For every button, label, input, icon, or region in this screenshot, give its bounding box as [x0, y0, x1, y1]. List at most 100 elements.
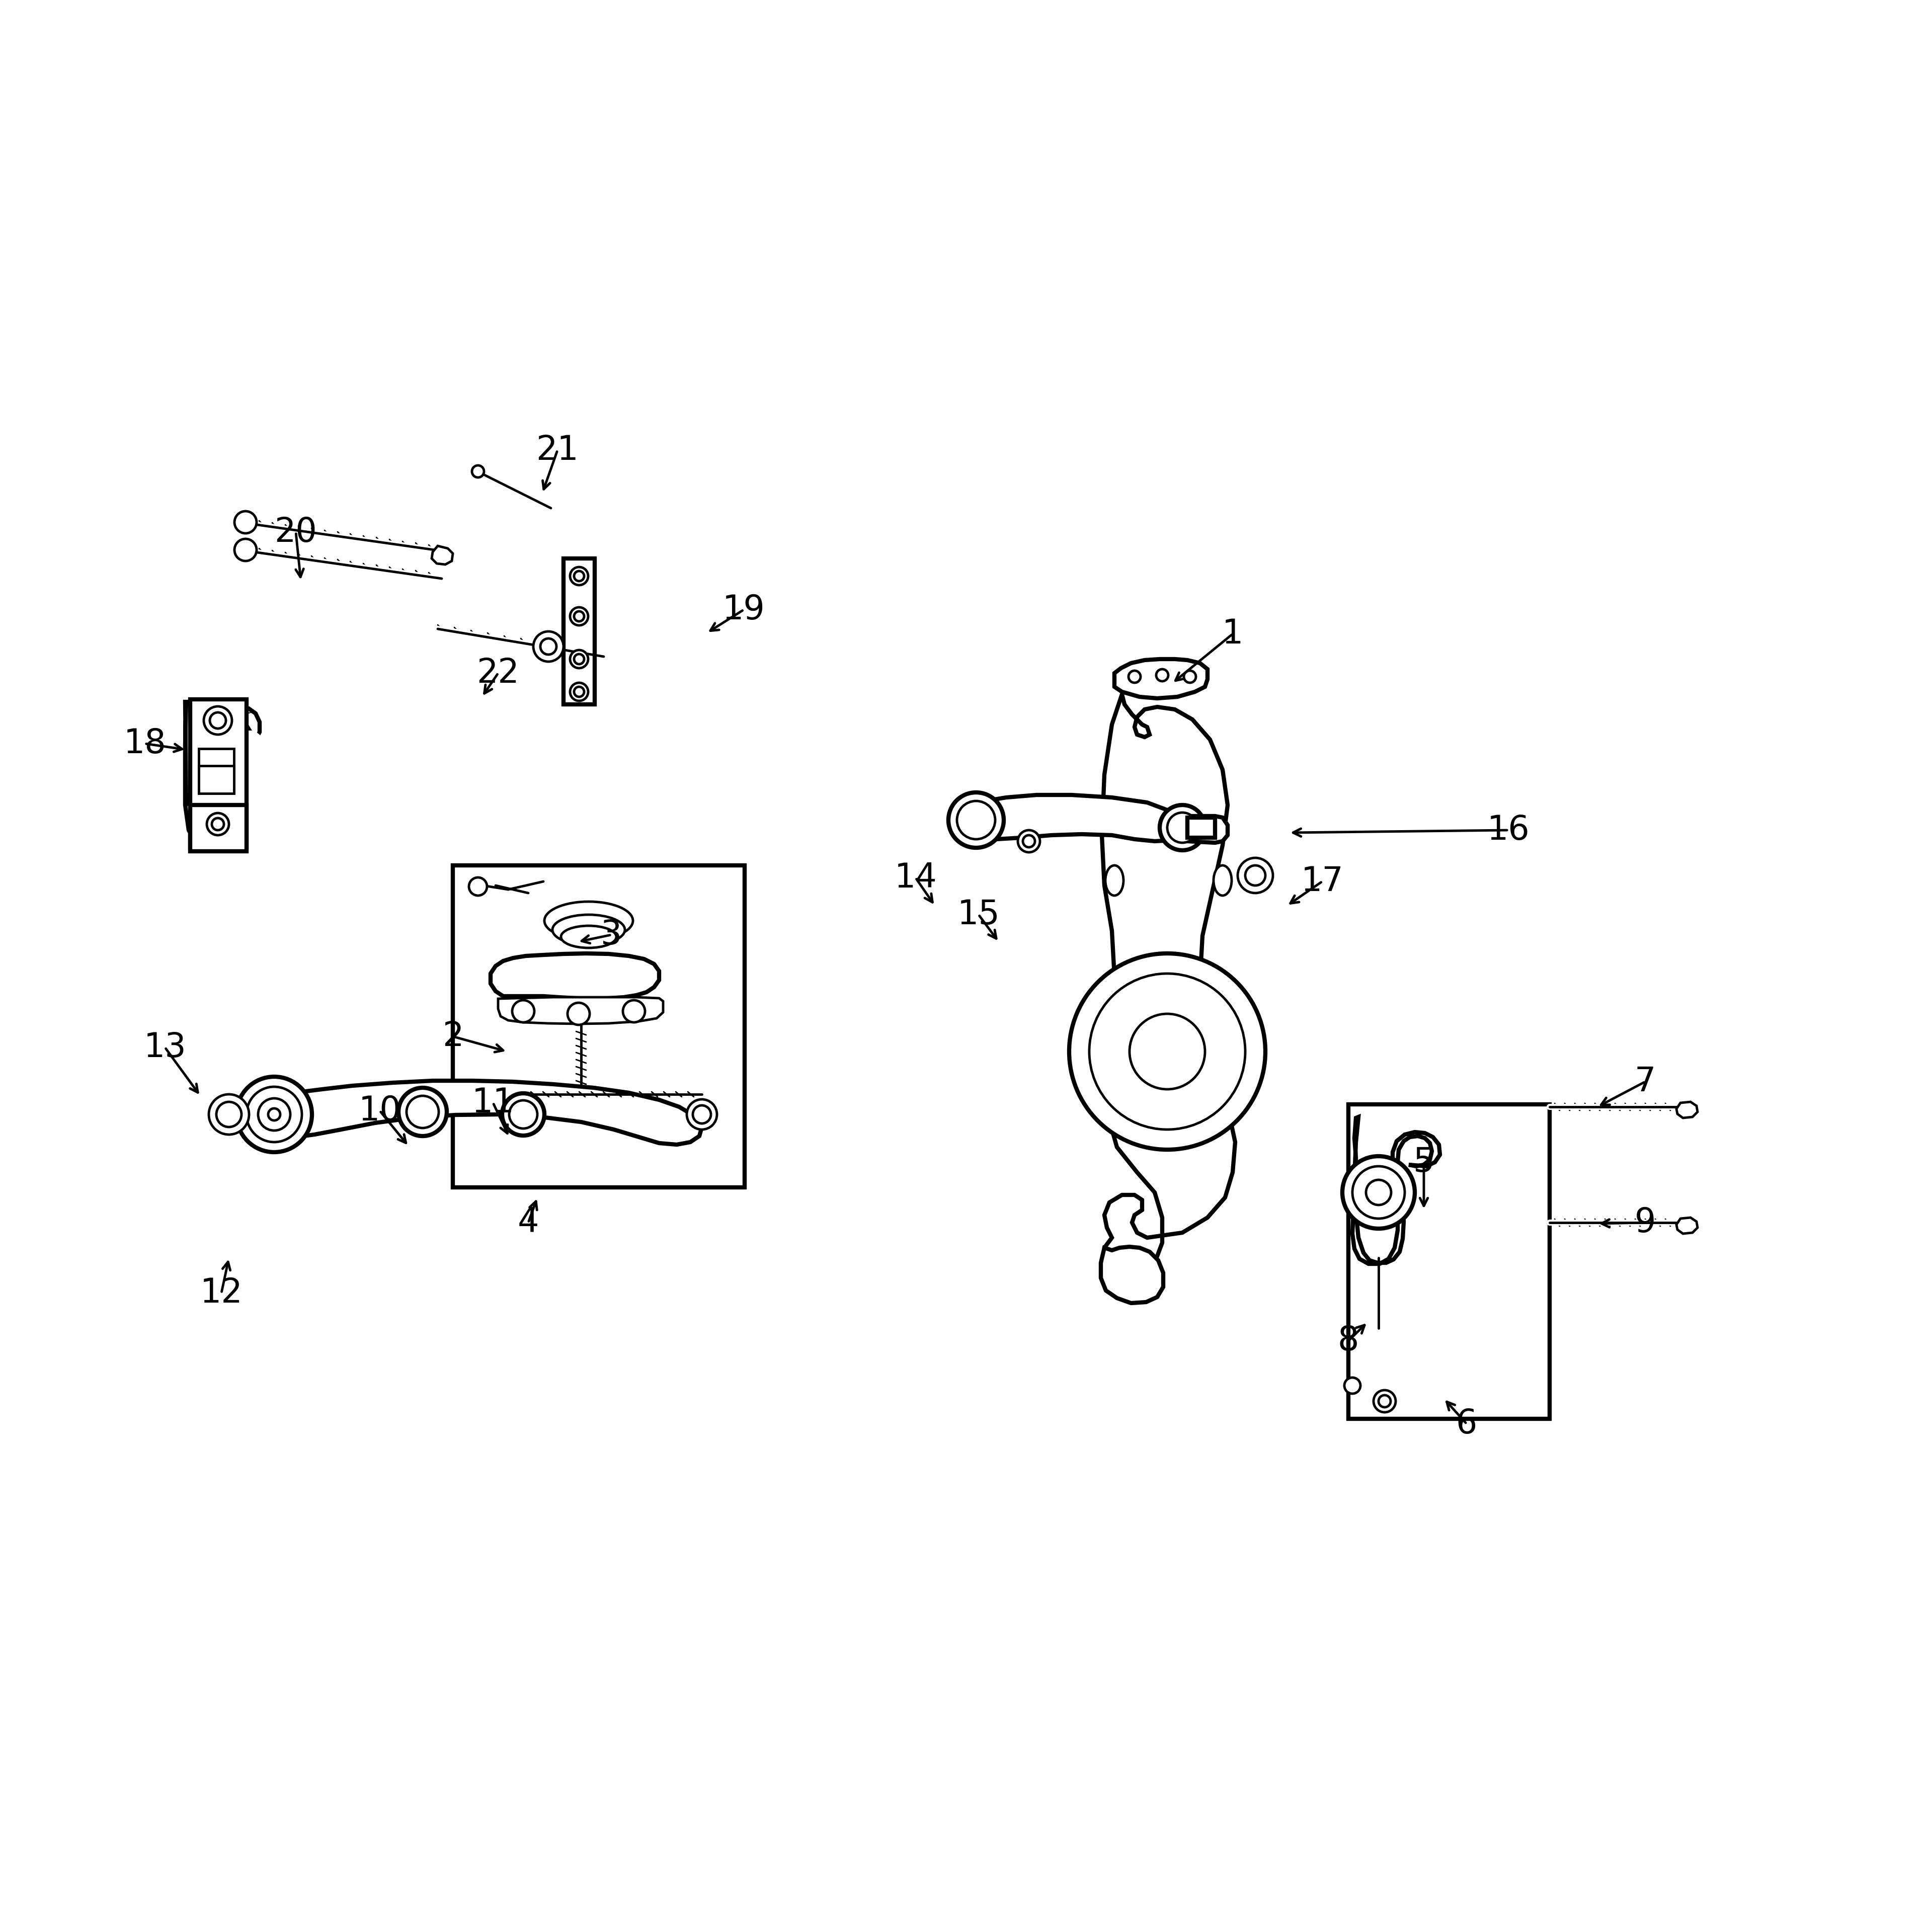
Polygon shape	[1677, 1217, 1698, 1235]
Bar	[452, 866, 744, 1188]
Ellipse shape	[560, 925, 616, 949]
Text: 15: 15	[956, 898, 1001, 931]
Circle shape	[213, 817, 224, 831]
Text: 17: 17	[1300, 866, 1343, 898]
Bar	[564, 558, 595, 705]
Circle shape	[398, 1088, 446, 1136]
Circle shape	[269, 1109, 280, 1121]
Circle shape	[533, 632, 564, 661]
Circle shape	[1345, 1378, 1360, 1393]
Circle shape	[469, 877, 487, 896]
Text: 14: 14	[895, 862, 937, 895]
Circle shape	[1022, 835, 1036, 848]
Polygon shape	[1115, 659, 1208, 697]
Circle shape	[956, 802, 995, 838]
Polygon shape	[1677, 1101, 1698, 1119]
Circle shape	[1130, 1014, 1206, 1090]
Circle shape	[570, 566, 587, 585]
Bar	[189, 806, 247, 852]
Text: 9: 9	[1634, 1206, 1656, 1238]
Text: 20: 20	[274, 516, 317, 549]
Circle shape	[209, 1094, 249, 1134]
Text: 1: 1	[1223, 618, 1244, 651]
Bar	[1188, 817, 1215, 838]
Polygon shape	[185, 701, 259, 850]
Circle shape	[1184, 670, 1196, 682]
Circle shape	[512, 1001, 535, 1022]
Text: 2: 2	[442, 1020, 464, 1053]
Circle shape	[502, 1094, 545, 1136]
Circle shape	[259, 1097, 290, 1130]
Ellipse shape	[1213, 866, 1233, 896]
Circle shape	[570, 607, 587, 626]
Polygon shape	[431, 547, 452, 564]
Circle shape	[686, 1099, 717, 1130]
Circle shape	[570, 649, 587, 668]
Circle shape	[574, 611, 583, 622]
Bar	[1349, 1105, 1549, 1418]
Circle shape	[236, 1076, 311, 1151]
Circle shape	[1018, 831, 1039, 852]
Text: 19: 19	[723, 593, 765, 626]
Circle shape	[234, 539, 257, 560]
Circle shape	[1366, 1180, 1391, 1206]
Circle shape	[211, 713, 226, 728]
Text: 21: 21	[537, 433, 580, 468]
Ellipse shape	[553, 914, 624, 945]
Circle shape	[622, 1001, 645, 1022]
Text: 13: 13	[143, 1032, 185, 1065]
Circle shape	[1068, 952, 1265, 1150]
Ellipse shape	[1105, 866, 1124, 896]
Polygon shape	[1352, 1117, 1439, 1264]
Circle shape	[1374, 1391, 1395, 1412]
Polygon shape	[976, 794, 1190, 840]
Circle shape	[574, 655, 583, 665]
Text: 5: 5	[1412, 1146, 1435, 1179]
Polygon shape	[1188, 815, 1227, 842]
Circle shape	[1352, 1167, 1405, 1219]
Circle shape	[568, 1003, 589, 1024]
Polygon shape	[1101, 694, 1235, 1281]
Circle shape	[1159, 806, 1206, 850]
Text: 4: 4	[518, 1206, 539, 1238]
Circle shape	[574, 686, 583, 697]
Circle shape	[471, 466, 485, 477]
Circle shape	[570, 682, 587, 701]
Bar	[189, 699, 247, 848]
Circle shape	[1128, 670, 1140, 682]
Polygon shape	[191, 699, 263, 846]
Circle shape	[949, 792, 1005, 848]
Polygon shape	[498, 997, 663, 1024]
Circle shape	[1167, 813, 1198, 842]
Circle shape	[1379, 1395, 1391, 1406]
Circle shape	[1155, 668, 1169, 682]
Bar	[199, 765, 234, 794]
Text: 18: 18	[124, 726, 166, 759]
Text: 8: 8	[1337, 1323, 1358, 1358]
Circle shape	[216, 1101, 242, 1126]
Text: 10: 10	[359, 1094, 402, 1128]
Polygon shape	[282, 1080, 701, 1144]
Circle shape	[574, 572, 583, 582]
Text: 7: 7	[1634, 1065, 1656, 1097]
Circle shape	[1246, 866, 1265, 885]
Circle shape	[1343, 1155, 1414, 1229]
Circle shape	[1238, 858, 1273, 893]
Text: 12: 12	[201, 1277, 243, 1310]
Circle shape	[207, 813, 228, 835]
Text: 6: 6	[1457, 1406, 1478, 1441]
Text: 16: 16	[1488, 813, 1530, 846]
Circle shape	[406, 1095, 439, 1128]
Text: 3: 3	[601, 918, 622, 951]
Ellipse shape	[545, 902, 634, 939]
Polygon shape	[491, 952, 659, 999]
Circle shape	[1090, 974, 1246, 1130]
Text: 22: 22	[477, 657, 520, 690]
Bar	[199, 748, 234, 792]
Circle shape	[234, 512, 257, 533]
Circle shape	[203, 707, 232, 734]
Circle shape	[541, 638, 556, 655]
Circle shape	[510, 1101, 537, 1128]
Circle shape	[694, 1105, 711, 1124]
Text: 11: 11	[471, 1086, 514, 1119]
